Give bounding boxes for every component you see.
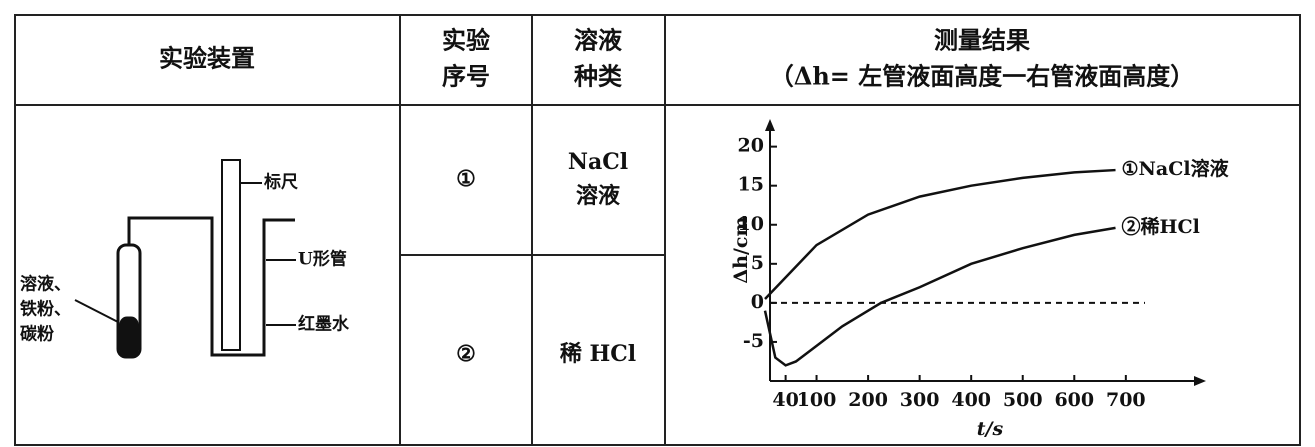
row-id: ① <box>456 166 476 192</box>
x-tick-label: 400 <box>951 389 991 411</box>
y-axis-label: Δh/cm <box>730 216 752 283</box>
row-id: ② <box>456 341 476 367</box>
y-tick-label: 5 <box>751 252 764 274</box>
y-tick-label: 10 <box>738 213 764 235</box>
x-tick-label: 700 <box>1106 389 1146 411</box>
x-tick-label: 100 <box>797 389 837 411</box>
x-tick-label: 500 <box>1003 389 1043 411</box>
tube-contents <box>119 316 139 358</box>
y-tick-label: 20 <box>738 135 764 157</box>
series-line <box>764 168 1116 300</box>
header-text: 实验装置 <box>159 44 255 73</box>
y-tick-label: 0 <box>751 291 764 313</box>
x-tick-label: 300 <box>900 389 940 411</box>
x-tick-label: 40 <box>772 389 798 411</box>
x-axis-label: t/s <box>977 418 1004 440</box>
header-text: 种类 <box>574 62 623 91</box>
u-tube <box>127 216 295 357</box>
contents-label: 铁粉、 <box>20 299 71 320</box>
header-text: （Δh= 左管液面高度一右管液面高度） <box>770 62 1195 91</box>
y-tick-label: -5 <box>743 330 764 352</box>
ruler <box>221 159 241 351</box>
header-text: 溶液 <box>574 26 622 55</box>
ink-label: 红墨水 <box>298 314 350 335</box>
table-border <box>14 14 1301 446</box>
header-text: 测量结果 <box>934 26 1030 55</box>
ruler-label: 标尺 <box>264 172 298 193</box>
arrow <box>1194 376 1206 386</box>
solution: 稀 HCl <box>560 341 636 367</box>
table-frame <box>14 14 1301 446</box>
header-text: 序号 <box>442 62 490 91</box>
u-tube-label: U形管 <box>298 249 347 270</box>
x-tick-label: 200 <box>848 389 888 411</box>
contents-label: 碳粉 <box>20 324 54 345</box>
series-line <box>763 226 1116 367</box>
solution: 溶液 <box>576 183 620 209</box>
series-label: ②稀HCl <box>1122 215 1200 238</box>
solution: NaCl <box>568 149 628 175</box>
x-tick-label: 600 <box>1054 389 1094 411</box>
header-text: 实验 <box>442 26 490 55</box>
y-tick-label: 15 <box>738 174 764 196</box>
contents-label: 溶液、 <box>20 274 71 295</box>
apparatus <box>74 159 296 359</box>
series-label: ①NaCl溶液 <box>1122 157 1230 180</box>
arrow <box>765 119 775 131</box>
leader <box>74 299 119 323</box>
